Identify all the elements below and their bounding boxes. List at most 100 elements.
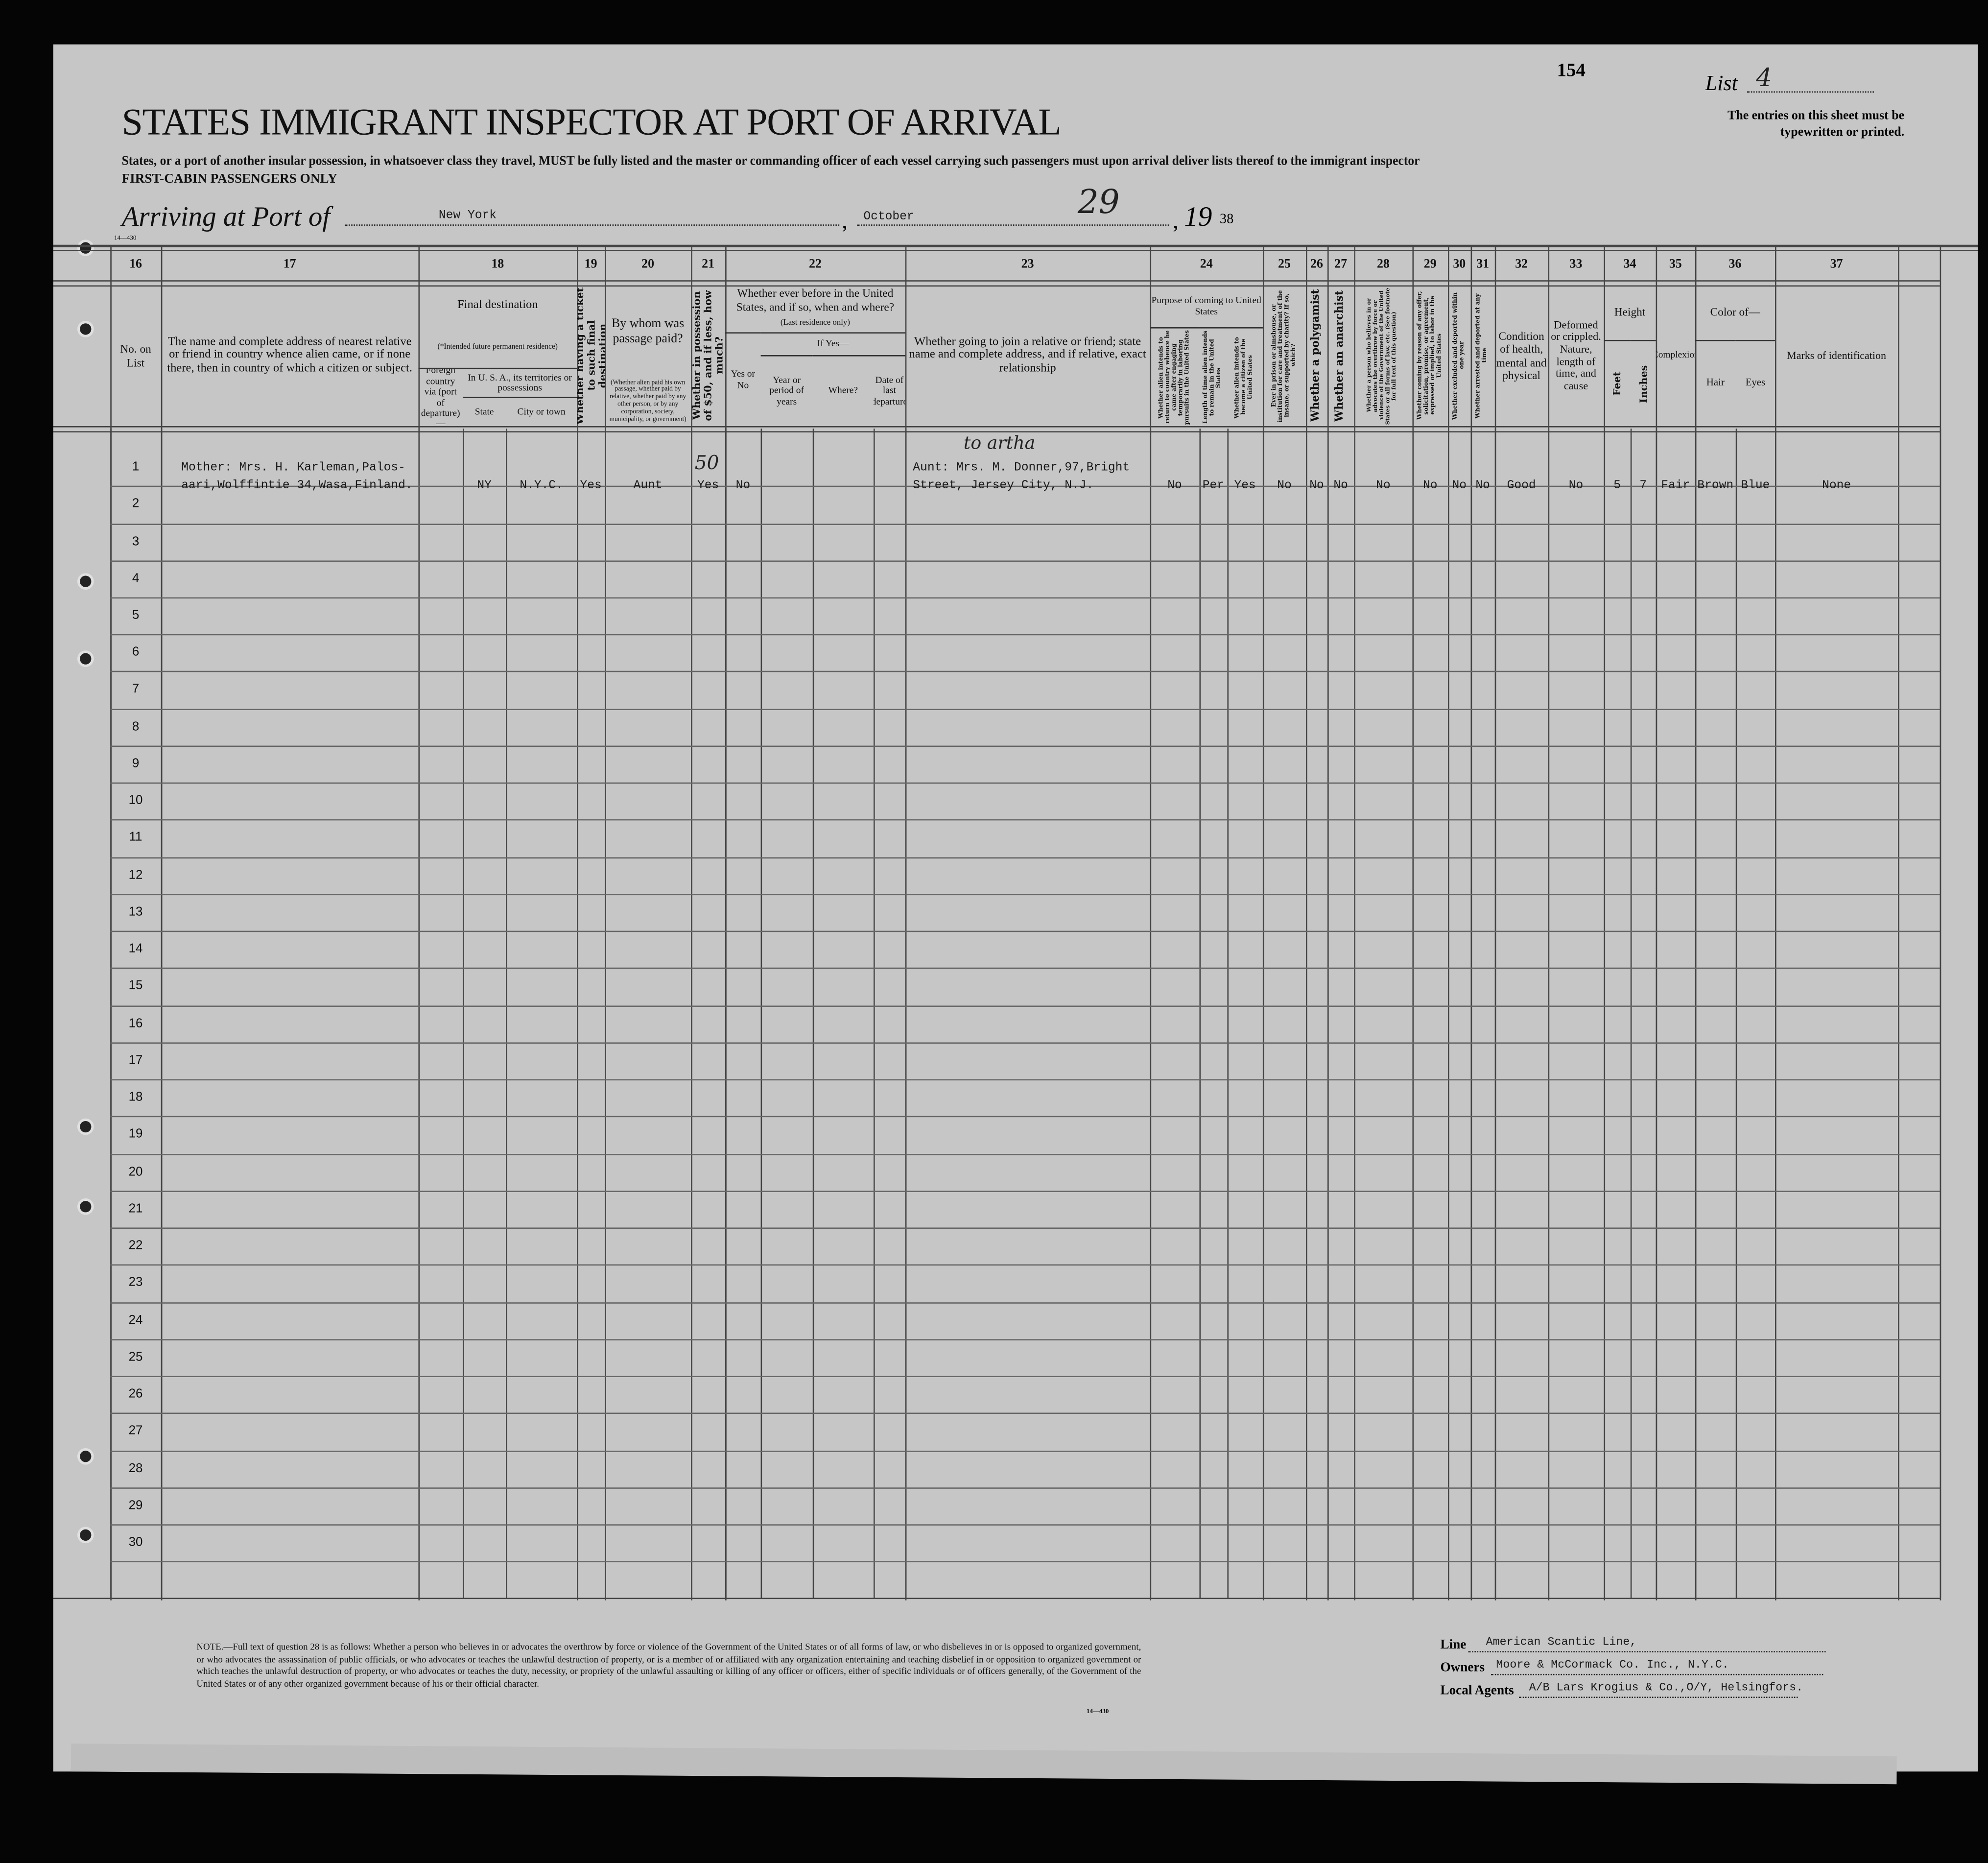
- row-rule: [110, 1265, 1940, 1266]
- column-number: 17: [283, 257, 296, 272]
- header-label: Ever in prison or almshouse, or institut…: [1271, 289, 1298, 422]
- header-label: State: [474, 406, 494, 417]
- header-c22-ifyes: If Yes—: [760, 332, 905, 355]
- row-number: 1: [132, 460, 140, 475]
- header-c22-title: Whether ever before in the United States…: [725, 286, 905, 315]
- row-1-health: Good: [1507, 478, 1536, 492]
- row-number: 20: [128, 1165, 143, 1179]
- header-label: Eyes: [1745, 377, 1766, 388]
- row-rule: [110, 931, 1940, 932]
- row-rule: [110, 857, 1940, 858]
- header-label: Whether coming by reason of any offer, s…: [1417, 291, 1443, 420]
- row-1-paid-by: Aunt: [633, 478, 663, 492]
- header-c36-eyes: Eyes: [1735, 339, 1775, 426]
- header-label: Foreign country via (port of departure)—: [421, 367, 460, 427]
- row-rule: [110, 1190, 1940, 1192]
- leaf-column-divider: [1227, 429, 1229, 1598]
- header-label: Whether excluded and deported within one…: [1452, 292, 1466, 420]
- row-number: 14: [128, 942, 143, 956]
- leaf-column-divider: [1327, 429, 1329, 1598]
- header-label: (Last residence only): [780, 318, 850, 328]
- header-c22-date: Date of last departure: [874, 355, 905, 426]
- row-rule: [110, 1338, 1940, 1340]
- header-label: Whether arrested and deported at any tim…: [1476, 293, 1490, 418]
- column-number: 21: [702, 257, 715, 272]
- list-field-line: [1747, 91, 1874, 93]
- column-number: 16: [129, 257, 142, 272]
- header-label: By whom was passage paid?: [612, 317, 685, 346]
- header-label: In U. S. A., its territories or possessi…: [468, 371, 572, 393]
- leaf-column-divider: [760, 429, 762, 1598]
- header-c34-feet: Feet: [1604, 339, 1631, 426]
- header-c27: Whether an anarchist: [1327, 286, 1354, 426]
- header-c20-title: By whom was passage paid?: [605, 286, 691, 378]
- row-1-hair: Brown: [1697, 478, 1734, 492]
- leaf-column-divider: [1656, 429, 1657, 1598]
- punch-hole: [77, 573, 94, 590]
- header-label: Purpose of coming to United States: [1151, 294, 1261, 317]
- row-rule: [110, 1376, 1940, 1377]
- header-label: Whether ever before in the United States…: [736, 287, 895, 313]
- header-c24-length: Length of time alien intends to remain i…: [1199, 327, 1228, 426]
- row-number: 4: [132, 571, 140, 586]
- row-rule: [110, 486, 1940, 487]
- column-number: 37: [1830, 257, 1843, 272]
- owners-field-line: [1491, 1673, 1823, 1675]
- row-1-q28: No: [1376, 478, 1391, 492]
- leaf-column-divider: [874, 429, 875, 1598]
- column-number: 36: [1728, 257, 1742, 272]
- leaf-column-divider: [1150, 429, 1152, 1598]
- row-rule: [110, 1561, 1940, 1563]
- row-rule: [110, 1487, 1940, 1489]
- row-1-join-handwritten: to artha: [963, 433, 1036, 454]
- row-number: 21: [128, 1202, 143, 1216]
- header-c18-usa: In U. S. A., its territories or possessi…: [463, 367, 577, 397]
- column-number: 20: [641, 257, 655, 272]
- column-number: 31: [1476, 257, 1490, 272]
- header-label: Yes or No: [731, 368, 755, 390]
- row-1-arrested: No: [1475, 478, 1490, 492]
- leaf-column-divider: [463, 429, 464, 1598]
- header-c22-yesno: Yes or No: [725, 332, 761, 426]
- agents-field-line: [1518, 1696, 1798, 1698]
- column-number: 35: [1669, 257, 1682, 272]
- row-rule: [110, 1116, 1940, 1118]
- page-number: 154: [1557, 61, 1586, 81]
- row-rule: [110, 597, 1940, 599]
- header-label: Final destination: [457, 299, 538, 312]
- header-c36-title: Color of—: [1695, 286, 1775, 340]
- header-label: Inches: [1636, 364, 1649, 403]
- header-c25: Ever in prison or almshouse, or institut…: [1263, 286, 1306, 426]
- row-number: 7: [132, 683, 140, 697]
- row-1-eyes: Blue: [1741, 478, 1770, 492]
- leaf-column-divider: [1470, 429, 1472, 1598]
- header-label: Date of last departure: [874, 374, 905, 407]
- row-number: 29: [128, 1498, 143, 1513]
- line-value: American Scantic Line,: [1486, 1636, 1637, 1649]
- line-field-line: [1468, 1651, 1826, 1652]
- column-number: 25: [1278, 257, 1291, 272]
- header-label: Whether a polygamist: [1309, 289, 1322, 422]
- header-label: (Whether alien paid his own passage, whe…: [609, 379, 686, 423]
- header-label: The name and complete address of nearest…: [167, 335, 413, 375]
- row-1-feet: 5: [1613, 478, 1621, 492]
- row-rule: [110, 894, 1940, 895]
- row-number: 30: [128, 1535, 143, 1550]
- header-c18-city: City or town: [506, 397, 577, 426]
- header-c23: Whether going to join a relative or frie…: [905, 286, 1150, 426]
- row-1-p-return: No: [1167, 478, 1182, 492]
- table-rule: [53, 431, 1940, 432]
- header-c30: Whether excluded and deported within one…: [1448, 286, 1471, 426]
- leaf-column-divider: [1305, 429, 1307, 1598]
- header-label: Whether alien intends to become a citize…: [1235, 336, 1255, 418]
- column-number: 18: [491, 257, 504, 272]
- row-rule: [110, 819, 1940, 821]
- header-c28: Whether a person who believes in or advo…: [1354, 286, 1412, 426]
- agents-label: Local Agents: [1440, 1684, 1514, 1698]
- comma: ,: [842, 208, 848, 234]
- header-label: If Yes—: [817, 337, 849, 349]
- leaf-column-divider: [110, 429, 112, 1598]
- row-1-p-citizen: Yes: [1234, 478, 1256, 492]
- header-label: Height: [1614, 306, 1646, 319]
- row-rule: [110, 1042, 1940, 1044]
